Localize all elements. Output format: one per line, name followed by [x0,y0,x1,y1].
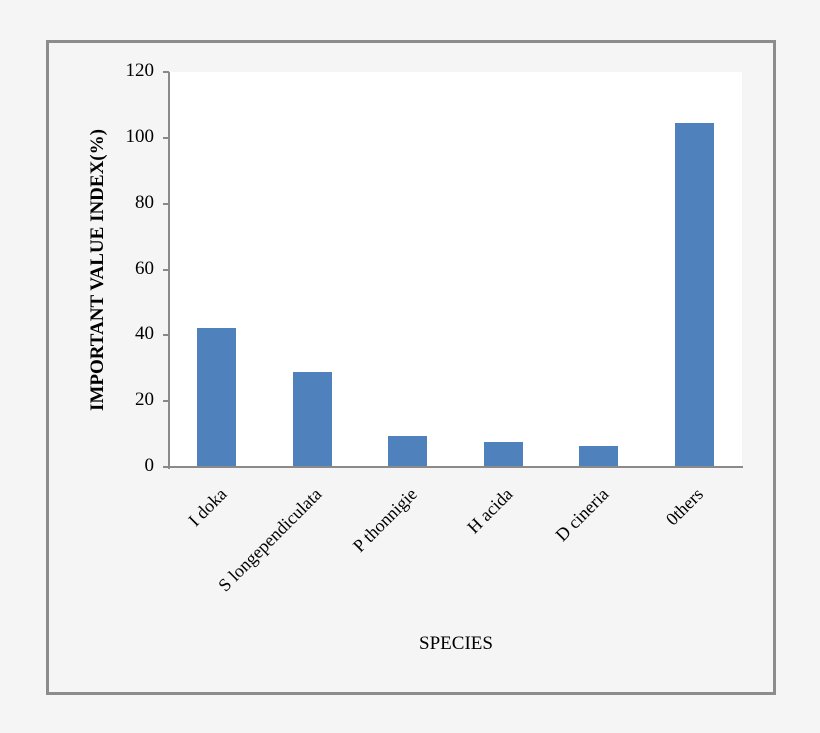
y-axis-title-text: IMPORTANT VALUE INDEX(%) [87,129,108,411]
bar [197,328,237,467]
y-tick-label: 120 [125,60,155,81]
y-tick-mark [163,268,169,271]
y-tick-label: 80 [135,191,154,213]
plot-area [169,72,742,467]
bar [579,446,619,467]
y-tick-mark [163,71,169,73]
y-tick-label: 100 [125,125,155,147]
y-axis-line [168,72,170,469]
y-tick-mark [163,202,169,205]
y-tick-mark [163,400,169,403]
bar [292,371,332,467]
bar [483,441,523,467]
y-tick-mark [163,136,169,139]
y-tick-label: 40 [135,323,154,345]
y-tick-mark [163,334,169,337]
y-tick-mark [163,466,169,468]
x-axis-line [168,466,743,468]
y-tick-label: 20 [135,389,154,411]
x-axis-title: SPECIES [419,633,493,654]
bar [388,435,428,467]
y-tick-label: 0 [144,455,155,476]
bar [674,123,714,467]
y-tick-label: 60 [135,257,154,279]
